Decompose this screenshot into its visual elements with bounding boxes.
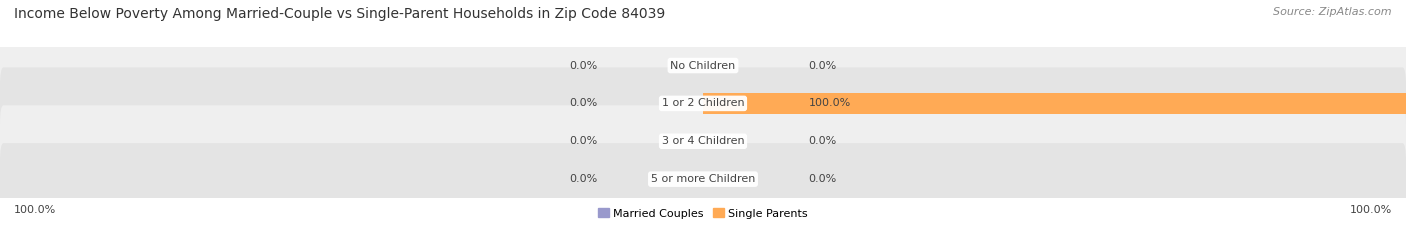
Text: 100.0%: 100.0% — [14, 205, 56, 215]
Text: 0.0%: 0.0% — [569, 61, 598, 71]
Text: 1 or 2 Children: 1 or 2 Children — [662, 98, 744, 108]
Text: 0.0%: 0.0% — [808, 136, 837, 146]
Text: 0.0%: 0.0% — [808, 61, 837, 71]
Text: 0.0%: 0.0% — [808, 174, 837, 184]
Text: Income Below Poverty Among Married-Couple vs Single-Parent Households in Zip Cod: Income Below Poverty Among Married-Coupl… — [14, 7, 665, 21]
Text: 0.0%: 0.0% — [569, 174, 598, 184]
FancyBboxPatch shape — [0, 143, 1406, 215]
Text: 3 or 4 Children: 3 or 4 Children — [662, 136, 744, 146]
Text: 0.0%: 0.0% — [569, 136, 598, 146]
FancyBboxPatch shape — [0, 105, 1406, 177]
FancyBboxPatch shape — [0, 67, 1406, 139]
Text: No Children: No Children — [671, 61, 735, 71]
Text: 100.0%: 100.0% — [808, 98, 851, 108]
Text: 0.0%: 0.0% — [569, 98, 598, 108]
FancyBboxPatch shape — [0, 30, 1406, 102]
Text: 100.0%: 100.0% — [1350, 205, 1392, 215]
Text: 5 or more Children: 5 or more Children — [651, 174, 755, 184]
Bar — [703, 93, 1406, 114]
Legend: Married Couples, Single Parents: Married Couples, Single Parents — [593, 204, 813, 223]
Text: Source: ZipAtlas.com: Source: ZipAtlas.com — [1274, 7, 1392, 17]
